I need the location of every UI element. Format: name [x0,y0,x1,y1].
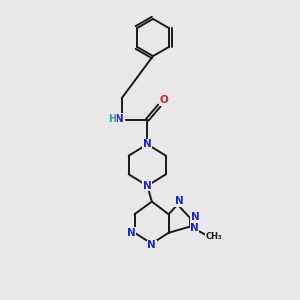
Text: N: N [127,228,135,238]
Text: N: N [147,240,156,250]
Text: CH₃: CH₃ [206,232,223,241]
Text: N: N [190,212,200,222]
Text: H: H [108,114,116,124]
Text: N: N [143,139,152,149]
Text: N: N [115,114,124,124]
Text: N: N [143,181,152,191]
Text: N: N [175,196,184,206]
Text: O: O [159,95,168,106]
Text: N: N [190,223,199,233]
